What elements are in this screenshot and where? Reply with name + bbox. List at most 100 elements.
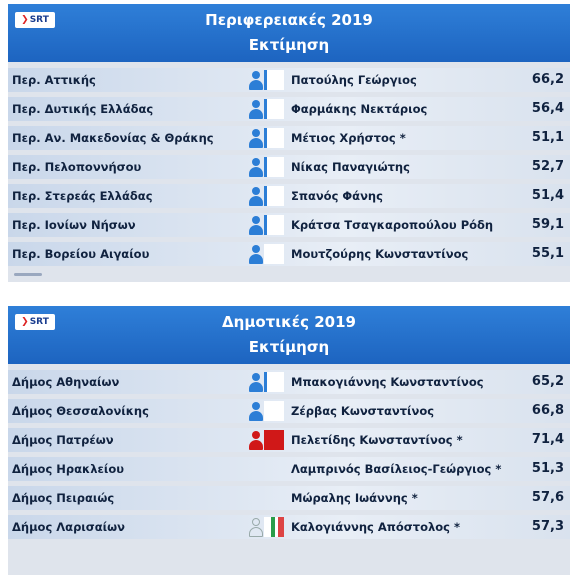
region-name: Δήμος Αθηναίων bbox=[12, 375, 120, 389]
party-badge-icon bbox=[248, 186, 284, 206]
person-icon bbox=[248, 215, 264, 235]
candidate-name: Κράτσα Τσαγκαροπούλου Ρόδη bbox=[291, 218, 494, 232]
panel-header: ❯ SRT Δημοτικές 2019 Εκτίμηση bbox=[8, 306, 570, 364]
panel-subtitle: Εκτίμηση bbox=[248, 338, 330, 356]
candidate-name: Μέτιος Χρήστος * bbox=[291, 131, 406, 145]
candidate-name: Καλογιάννης Απόστολος * bbox=[291, 520, 460, 534]
vote-percentage: 71,4 bbox=[531, 432, 564, 447]
candidate-name: Μπακογιάννης Κωνσταντίνος bbox=[291, 375, 484, 389]
panel-title: Περιφερειακές 2019 bbox=[205, 11, 373, 29]
result-row: Περ. Πελοποννήσου Νίκας Παναγιώτης 52,7 bbox=[8, 155, 570, 179]
party-flag-icon bbox=[264, 128, 284, 148]
region-name: Περ. Δυτικής Ελλάδας bbox=[12, 102, 154, 116]
party-badge-icon bbox=[248, 215, 284, 235]
result-row: Δήμος Θεσσαλονίκης Ζέρβας Κωνσταντίνος 66,… bbox=[8, 399, 570, 423]
result-row: Περ. Αττικής Πατούλης Γεώργιος 66,2 bbox=[8, 68, 570, 92]
results-list: Δήμος Αθηναίων Μπακογιάννης Κωνσταντίνος 6… bbox=[8, 364, 570, 539]
municipal-results-panel: ❯ SRT Δημοτικές 2019 Εκτίμηση Δήμος Αθηνα… bbox=[8, 306, 570, 575]
person-icon bbox=[248, 186, 264, 206]
party-flag-icon bbox=[264, 186, 284, 206]
candidate-name: Λαμπρινός Βασίλειος-Γεώργιος * bbox=[291, 462, 502, 476]
party-badge-icon bbox=[248, 401, 284, 421]
result-row: Περ. Ιονίων Νήσων Κράτσα Τσαγκαροπούλου Ρ… bbox=[8, 213, 570, 237]
party-flag-icon bbox=[264, 430, 284, 450]
candidate-name: Πελετίδης Κωνσταντίνος * bbox=[291, 433, 463, 447]
logo-text: SRT bbox=[29, 15, 49, 25]
party-badge-icon bbox=[248, 517, 284, 537]
candidate-name: Φαρμάκης Νεκτάριος bbox=[291, 102, 428, 116]
result-row: Δήμος Πατρέων Πελετίδης Κωνσταντίνος * 71,… bbox=[8, 428, 570, 452]
party-flag-icon bbox=[264, 401, 284, 421]
panel-subtitle: Εκτίμηση bbox=[248, 36, 330, 54]
region-name: Περ. Στερεάς Ελλάδας bbox=[12, 189, 153, 203]
candidate-name: Πατούλης Γεώργιος bbox=[291, 73, 417, 87]
vote-percentage: 65,2 bbox=[531, 374, 564, 389]
candidate-name: Νίκας Παναγιώτης bbox=[291, 160, 410, 174]
result-row: Περ. Βορείου Αιγαίου Μουτζούρης Κωνσταντί… bbox=[8, 242, 570, 266]
party-flag-icon bbox=[264, 157, 284, 177]
region-name: Περ. Βορείου Αιγαίου bbox=[12, 247, 150, 261]
srt-logo: ❯ SRT bbox=[15, 314, 55, 330]
srt-logo: ❯ SRT bbox=[15, 12, 55, 28]
person-icon bbox=[248, 70, 264, 90]
logo-mark-icon: ❯ bbox=[21, 317, 29, 327]
result-row: Περ. Στερεάς Ελλάδας Σπανός Φάνης 51,4 bbox=[8, 184, 570, 208]
result-row: Δήμος Λαρισαίων Καλογιάννης Απόστολος * 57… bbox=[8, 515, 570, 539]
region-name: Δήμος Λαρισαίων bbox=[12, 520, 125, 534]
person-icon bbox=[248, 99, 264, 119]
person-icon bbox=[248, 244, 264, 264]
vote-percentage: 57,3 bbox=[531, 519, 564, 534]
candidate-name: Ζέρβας Κωνσταντίνος bbox=[291, 404, 435, 418]
party-badge-icon bbox=[248, 157, 284, 177]
party-flag-icon bbox=[264, 372, 284, 392]
result-row: Δήμος Πειραιώς Μώραλης Ιωάννης * 57,6 bbox=[8, 486, 570, 510]
person-icon bbox=[248, 430, 264, 450]
candidate-name: Μώραλης Ιωάννης * bbox=[291, 491, 418, 505]
result-row: Δήμος Αθηναίων Μπακογιάννης Κωνσταντίνος 6… bbox=[8, 370, 570, 394]
logo-mark-icon: ❯ bbox=[21, 15, 29, 25]
region-name: Περ. Ιονίων Νήσων bbox=[12, 218, 136, 232]
region-name: Περ. Αν. Μακεδονίας & Θράκης bbox=[12, 131, 214, 145]
panel-title: Δημοτικές 2019 bbox=[222, 313, 356, 331]
result-row: Δήμος Ηρακλείου Λαμπρινός Βασίλειος-Γεώργ… bbox=[8, 457, 570, 481]
party-flag-icon bbox=[264, 99, 284, 119]
person-icon bbox=[248, 401, 264, 421]
vote-percentage: 57,6 bbox=[531, 490, 564, 505]
region-name: Δήμος Πατρέων bbox=[12, 433, 114, 447]
party-badge-icon bbox=[248, 430, 284, 450]
results-list: Περ. Αττικής Πατούλης Γεώργιος 66,2 Περ. Δυ… bbox=[8, 62, 570, 266]
party-flag-icon bbox=[264, 70, 284, 90]
person-icon bbox=[248, 157, 264, 177]
region-name: Δήμος Πειραιώς bbox=[12, 491, 115, 505]
vote-percentage: 56,4 bbox=[531, 101, 564, 116]
vote-percentage: 66,2 bbox=[531, 72, 564, 87]
region-name: Δήμος Ηρακλείου bbox=[12, 462, 125, 476]
vote-percentage: 52,7 bbox=[531, 159, 564, 174]
person-icon bbox=[248, 128, 264, 148]
region-name: Περ. Αττικής bbox=[12, 73, 96, 87]
vote-percentage: 51,3 bbox=[531, 461, 564, 476]
party-badge-icon bbox=[248, 99, 284, 119]
party-badge-icon bbox=[248, 244, 284, 264]
result-row: Περ. Δυτικής Ελλάδας Φαρμάκης Νεκτάριος 56… bbox=[8, 97, 570, 121]
vote-percentage: 51,4 bbox=[531, 188, 564, 203]
scroll-indicator bbox=[14, 273, 42, 276]
party-badge-icon bbox=[248, 128, 284, 148]
party-badge-icon bbox=[248, 70, 284, 90]
result-row: Περ. Αν. Μακεδονίας & Θράκης Μέτιος Χρήστ… bbox=[8, 126, 570, 150]
logo-text: SRT bbox=[29, 317, 49, 327]
vote-percentage: 55,1 bbox=[531, 246, 564, 261]
vote-percentage: 51,1 bbox=[531, 130, 564, 145]
party-flag-icon bbox=[264, 244, 284, 264]
candidate-name: Μουτζούρης Κωνσταντίνος bbox=[291, 247, 469, 261]
party-flag-icon bbox=[264, 517, 284, 537]
vote-percentage: 59,1 bbox=[531, 217, 564, 232]
region-name: Δήμος Θεσσαλονίκης bbox=[12, 404, 149, 418]
person-icon bbox=[248, 372, 264, 392]
party-flag-icon bbox=[264, 215, 284, 235]
party-badge-icon bbox=[248, 372, 284, 392]
person-icon bbox=[248, 517, 264, 537]
panel-header: ❯ SRT Περιφερειακές 2019 Εκτίμηση bbox=[8, 4, 570, 62]
vote-percentage: 66,8 bbox=[531, 403, 564, 418]
candidate-name: Σπανός Φάνης bbox=[291, 189, 383, 203]
